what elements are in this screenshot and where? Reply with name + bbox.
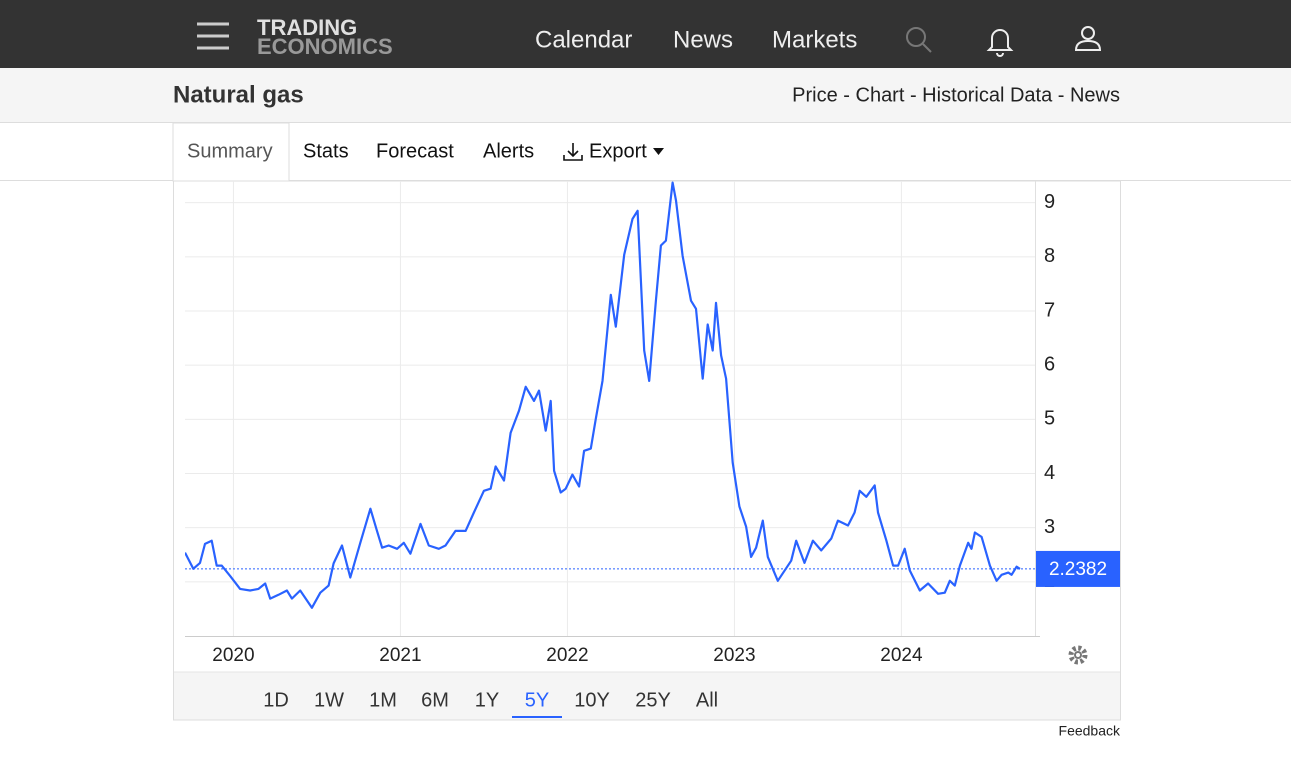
y-tick-label: 3	[1044, 516, 1055, 538]
range-button[interactable]: 1M	[369, 689, 397, 711]
x-tick-label: 2020	[212, 645, 254, 666]
search-handle	[922, 43, 932, 53]
y-tick-label: 8	[1044, 245, 1055, 267]
gear-hole	[1074, 651, 1082, 659]
range-button[interactable]: All	[696, 689, 718, 711]
page-title: Natural gas	[173, 81, 304, 108]
last-value-badge	[1036, 550, 1120, 587]
tab[interactable]: Alerts	[483, 140, 534, 162]
header-bar	[0, 68, 1291, 122]
y-tick-label: 5	[1044, 408, 1055, 430]
user-body	[1074, 39, 1102, 51]
download-tray	[563, 150, 583, 161]
x-tick-label: 2023	[713, 645, 755, 666]
feedback-link[interactable]: Feedback	[1059, 723, 1121, 739]
bell-body	[986, 29, 1014, 51]
search-circle	[906, 27, 926, 47]
range-button[interactable]: 6M	[421, 689, 449, 711]
chart-frame	[173, 180, 1121, 721]
grid	[185, 181, 1035, 636]
range-button[interactable]: 1D	[263, 689, 289, 711]
range-button[interactable]: 25Y	[635, 689, 671, 711]
top-bar	[0, 0, 1291, 68]
range-button[interactable]: 5Y	[525, 689, 549, 711]
user-icon[interactable]	[1074, 26, 1102, 51]
nav-link[interactable]: Markets	[772, 26, 857, 53]
gear-teeth	[1068, 645, 1088, 665]
tab[interactable]: Summary	[187, 140, 273, 162]
y-tick-label: 4	[1044, 462, 1055, 484]
range-button[interactable]: 1Y	[475, 689, 499, 711]
dropdown-caret	[653, 148, 664, 155]
range-button[interactable]: 10Y	[574, 689, 610, 711]
user-head	[1081, 26, 1095, 40]
range-underline	[512, 716, 562, 718]
x-tick-label: 2021	[379, 645, 421, 666]
x-tick-label: 2024	[880, 645, 923, 666]
nav-link[interactable]: News	[673, 26, 733, 53]
search-icon[interactable]	[906, 27, 932, 53]
nav-link[interactable]: Calendar	[535, 26, 632, 53]
bell-icon[interactable]	[986, 29, 1014, 57]
y-tick-label: 6	[1044, 353, 1055, 375]
last-value-label: 2.2382	[1049, 559, 1107, 580]
range-button[interactable]: 1W	[314, 689, 344, 711]
tab[interactable]: Forecast	[376, 140, 454, 162]
y-tick-label: 7	[1044, 299, 1055, 321]
tab[interactable]: Export	[589, 140, 647, 162]
price-line	[185, 181, 1021, 609]
settings-icon[interactable]	[1068, 645, 1088, 665]
menu-icon[interactable]	[197, 22, 229, 50]
download-icon	[563, 143, 583, 161]
logo-top[interactable]: TRADING	[257, 15, 357, 40]
logo-bottom[interactable]: ECONOMICS	[257, 34, 393, 59]
active-tab-gap	[174, 178, 288, 182]
header-links[interactable]: Price - Chart - Historical Data - News	[792, 84, 1120, 106]
range-bar	[174, 672, 1120, 720]
tab[interactable]: Stats	[303, 140, 349, 162]
x-tick-label: 2022	[546, 645, 588, 666]
bell-clapper	[996, 52, 1004, 57]
y-tick-label: 9	[1044, 191, 1055, 213]
